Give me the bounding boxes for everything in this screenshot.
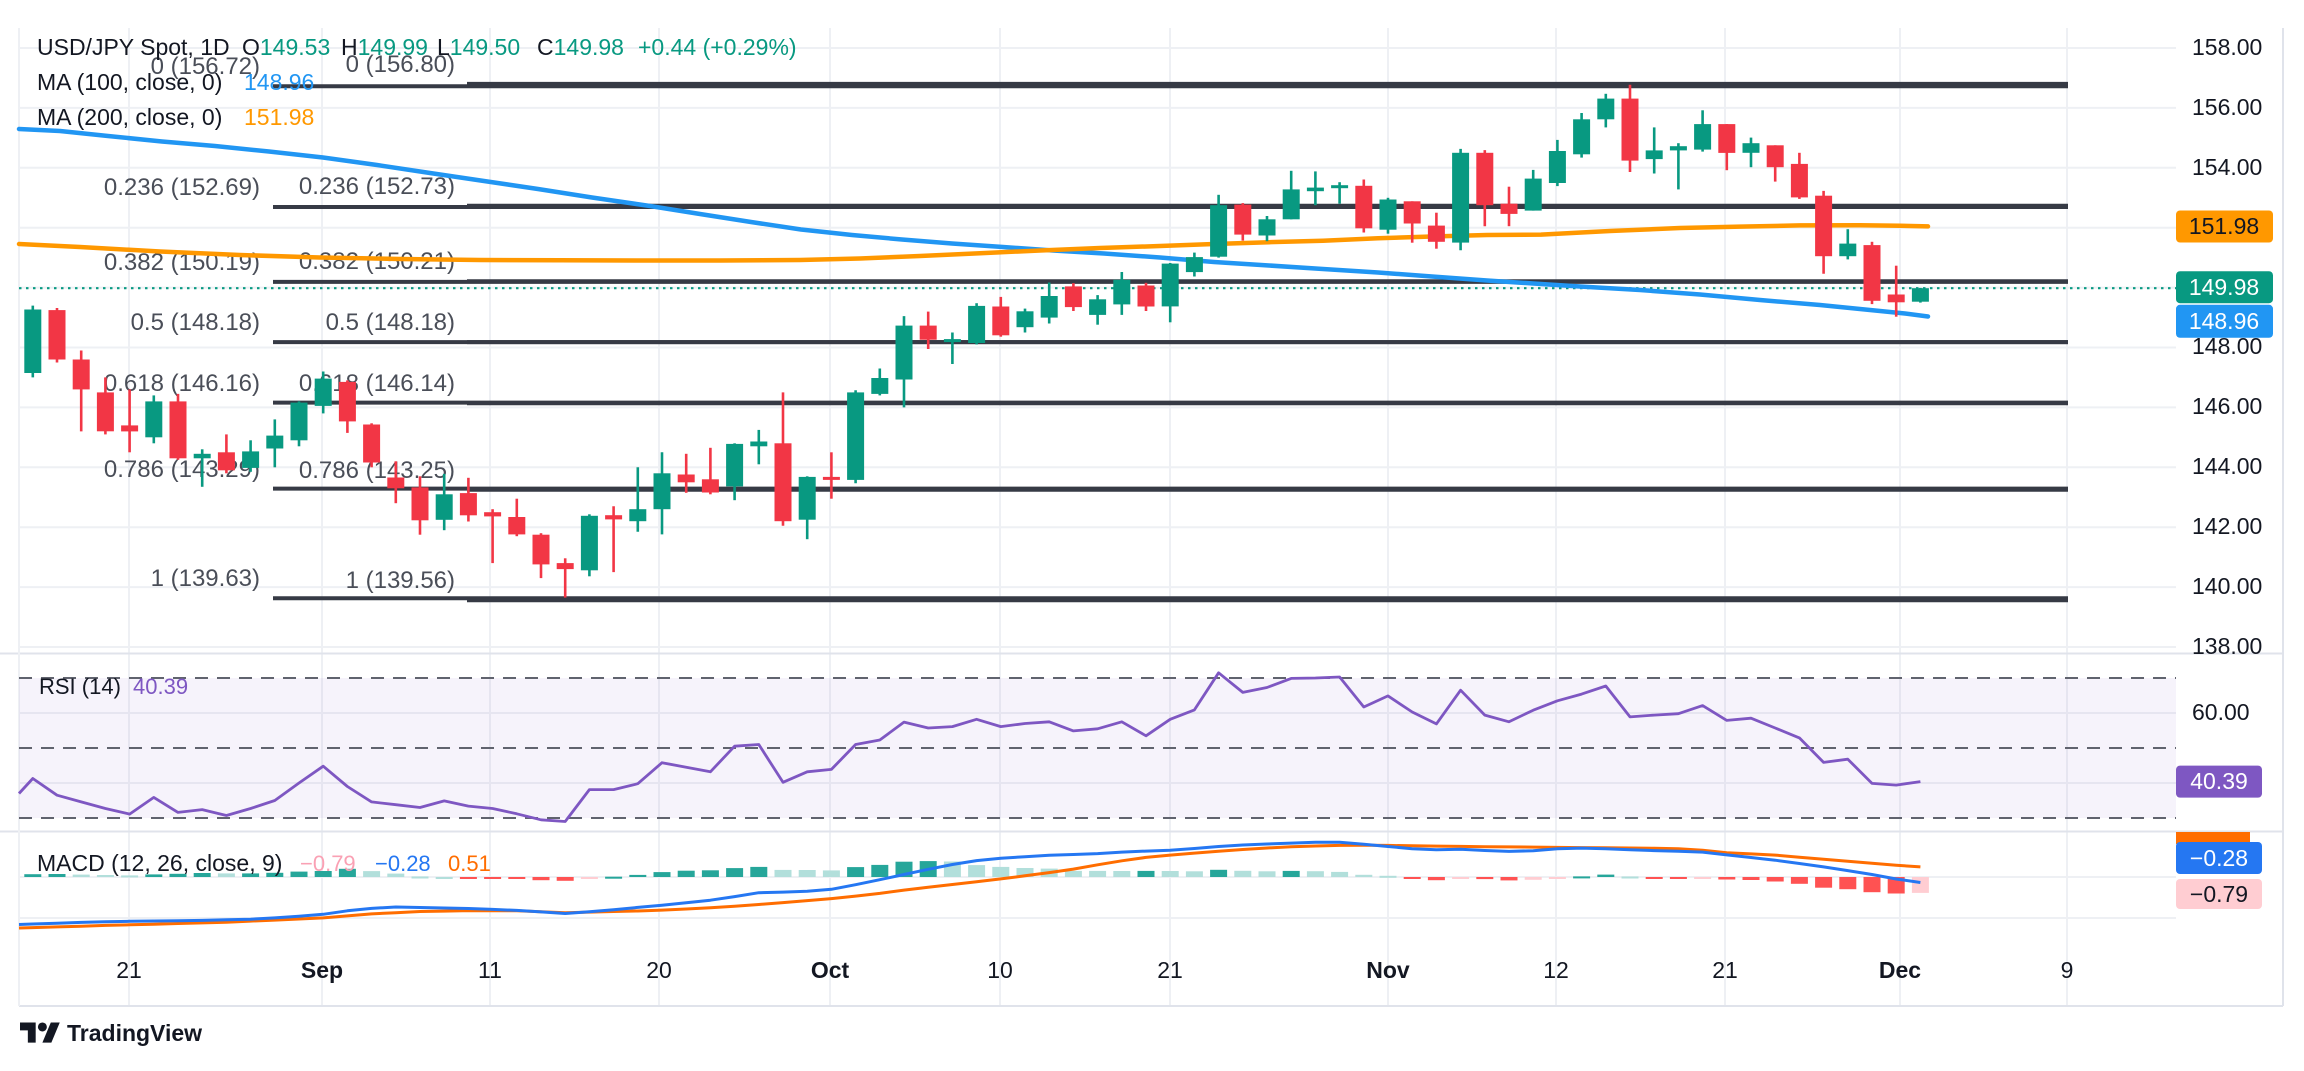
svg-text:H149.99: H149.99 xyxy=(341,34,428,60)
svg-text:1 (139.63): 1 (139.63) xyxy=(151,565,260,592)
svg-text:MA (200, close, 0): MA (200, close, 0) xyxy=(37,104,222,130)
svg-text:MACD (12, 26, close, 9): MACD (12, 26, close, 9) xyxy=(37,850,282,876)
svg-text:L149.50: L149.50 xyxy=(437,34,520,60)
svg-text:40.39: 40.39 xyxy=(133,674,188,699)
svg-text:138.00: 138.00 xyxy=(2192,633,2262,659)
svg-text:21: 21 xyxy=(1712,957,1738,983)
svg-text:11: 11 xyxy=(478,957,502,983)
svg-text:−0.79: −0.79 xyxy=(2190,881,2248,907)
svg-text:0.51: 0.51 xyxy=(448,851,491,876)
svg-text:USD/JPY Spot, 1D: USD/JPY Spot, 1D xyxy=(37,34,230,60)
svg-text:0.618 (146.16): 0.618 (146.16) xyxy=(104,370,260,397)
svg-text:C149.98: C149.98 xyxy=(537,34,624,60)
svg-text:142.00: 142.00 xyxy=(2192,513,2262,539)
svg-text:149.98: 149.98 xyxy=(2189,274,2259,300)
svg-text:12: 12 xyxy=(1543,957,1569,983)
svg-text:RSI (14): RSI (14) xyxy=(39,674,121,699)
svg-text:0 (156.72): 0 (156.72) xyxy=(151,53,260,80)
svg-text:140.00: 140.00 xyxy=(2192,573,2262,599)
svg-text:+0.44 (+0.29%): +0.44 (+0.29%) xyxy=(638,34,797,60)
svg-text:1 (139.56): 1 (139.56) xyxy=(346,567,455,594)
svg-text:151.98: 151.98 xyxy=(2189,213,2259,239)
svg-text:TradingView: TradingView xyxy=(67,1020,202,1046)
svg-text:−0.28: −0.28 xyxy=(375,851,431,876)
svg-text:151.98: 151.98 xyxy=(244,104,314,130)
svg-text:158.00: 158.00 xyxy=(2192,34,2262,60)
svg-text:Nov: Nov xyxy=(1366,957,1410,983)
svg-text:9: 9 xyxy=(2061,957,2074,983)
svg-text:146.00: 146.00 xyxy=(2192,393,2262,419)
svg-text:0.5 (148.18): 0.5 (148.18) xyxy=(326,309,455,336)
svg-text:−0.28: −0.28 xyxy=(2190,845,2248,871)
svg-text:Oct: Oct xyxy=(811,957,850,983)
svg-text:20: 20 xyxy=(646,957,672,983)
svg-text:21: 21 xyxy=(116,957,142,983)
svg-text:154.00: 154.00 xyxy=(2192,154,2262,180)
svg-text:21: 21 xyxy=(1157,957,1183,983)
svg-text:60.00: 60.00 xyxy=(2192,699,2250,725)
svg-text:MA (100, close, 0): MA (100, close, 0) xyxy=(37,69,222,95)
svg-text:144.00: 144.00 xyxy=(2192,453,2262,479)
svg-text:10: 10 xyxy=(987,957,1013,983)
svg-text:Dec: Dec xyxy=(1879,957,1921,983)
svg-text:0.5 (148.18): 0.5 (148.18) xyxy=(131,309,260,336)
svg-text:148.96: 148.96 xyxy=(244,69,314,95)
svg-text:O149.53: O149.53 xyxy=(242,34,330,60)
svg-text:Sep: Sep xyxy=(301,957,343,983)
svg-text:156.00: 156.00 xyxy=(2192,94,2262,120)
svg-text:0.786 (143.29): 0.786 (143.29) xyxy=(104,456,260,483)
svg-text:−0.79: −0.79 xyxy=(300,851,356,876)
svg-text:0.236 (152.73): 0.236 (152.73) xyxy=(299,173,455,200)
svg-text:0 (156.80): 0 (156.80) xyxy=(346,51,455,78)
svg-text:40.39: 40.39 xyxy=(2190,768,2248,794)
svg-text:0.236 (152.69): 0.236 (152.69) xyxy=(104,174,260,201)
svg-text:148.96: 148.96 xyxy=(2189,308,2259,334)
